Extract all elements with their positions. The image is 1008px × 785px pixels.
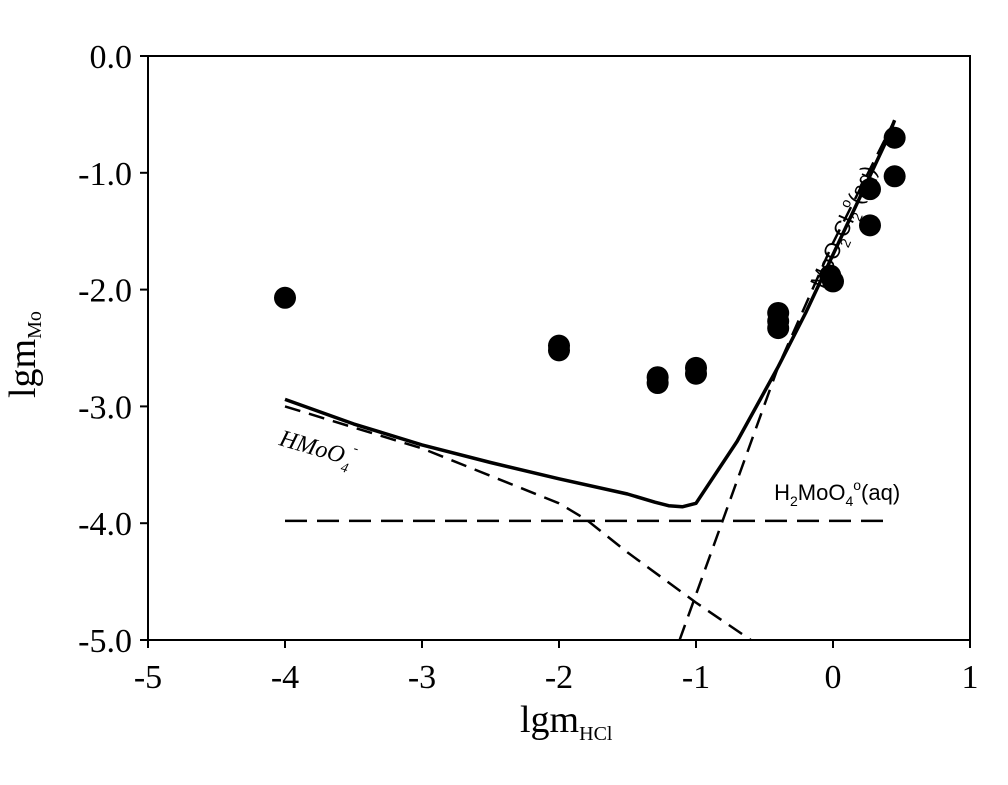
species-label-0: HMoO4-: [274, 421, 361, 479]
data-point: [883, 165, 906, 188]
model-curves: [284, 119, 897, 642]
data-point: [685, 362, 707, 385]
data-points: [274, 126, 906, 395]
y-tick-label: -3.0: [78, 389, 132, 426]
data-point: [767, 317, 790, 340]
data-point: [858, 214, 881, 237]
y-axis-title: lgmMo: [2, 311, 46, 398]
x-tick-label: -2: [545, 659, 573, 696]
data-point: [883, 126, 906, 149]
species-dashed-line-1: [284, 405, 752, 642]
y-tick-label: 0.0: [90, 39, 133, 76]
x-tick-label: -4: [271, 659, 299, 696]
x-tick-label: -5: [134, 659, 162, 696]
species-annotations: HMoO4-H2MoO4o(aq)MoO2Cl2o(aq): [274, 162, 901, 509]
x-axis-title: lgmHCl: [520, 699, 613, 745]
axis-ticks: [140, 55, 971, 648]
data-point: [274, 286, 296, 309]
data-point: [548, 339, 570, 362]
data-point: [858, 178, 881, 201]
y-tick-label: -5.0: [78, 623, 132, 660]
x-tick-label: -3: [408, 659, 436, 696]
axis-tick-labels: -5 -4 -3 -2 -1 0 1 0.0 -1.0 -2.0 -3.0 -4.0 -5.0: [78, 39, 978, 696]
y-tick-label: -1.0: [78, 156, 132, 193]
x-tick-label: 0: [825, 659, 842, 696]
data-point: [646, 372, 669, 395]
species-label-1: H2MoO4o(aq): [774, 477, 900, 509]
data-point: [822, 270, 844, 293]
x-tick-label: -1: [682, 659, 710, 696]
y-tick-label: -4.0: [78, 506, 132, 543]
y-tick-label: -2.0: [78, 273, 132, 310]
total-solubility-curve-0: [284, 119, 897, 509]
x-tick-label: 1: [962, 659, 979, 696]
species-dashed-line-3: [678, 119, 896, 641]
